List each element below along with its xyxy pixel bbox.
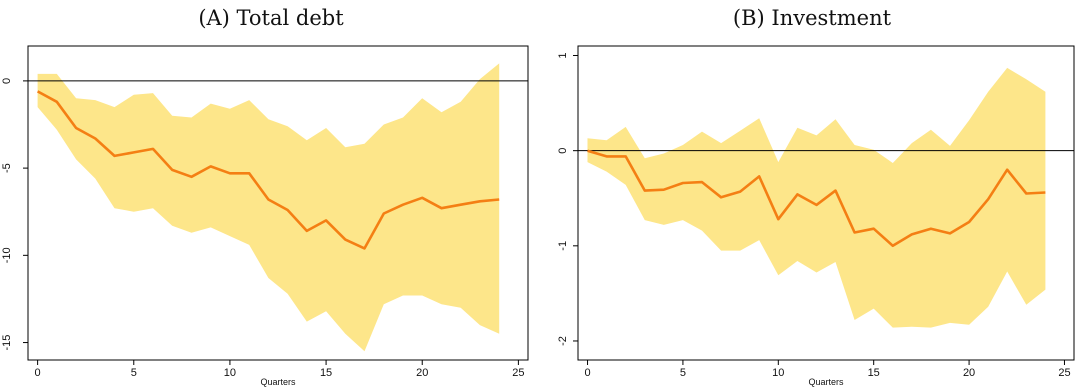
y-tick-label: -2 (557, 336, 569, 346)
x-axis-label: Quarters (808, 377, 844, 387)
x-tick-label: 0 (35, 367, 41, 379)
x-axis-label: Quarters (260, 377, 296, 387)
plot-frame (27, 45, 529, 361)
estimate-line (36, 90, 500, 250)
x-tick-label: 25 (512, 367, 524, 379)
x-tick-label: 25 (1058, 367, 1070, 379)
panel-a: 0 5 10 15 20 25 0 -5 -10 -15 Quarters (1, 45, 529, 387)
x-tick-label: 5 (131, 367, 137, 379)
y-tick-label: -1 (557, 241, 569, 251)
y-tick-label: -15 (1, 335, 13, 351)
y-tick-label: -10 (1, 247, 13, 263)
x-tick-label: 10 (772, 367, 784, 379)
y-tick-label: -5 (1, 163, 13, 173)
x-tick-label: 5 (680, 367, 686, 379)
x-tick-label: 20 (963, 367, 975, 379)
x-tick-label: 15 (868, 367, 880, 379)
y-tick-label: 0 (1, 78, 13, 84)
x-tick-label: 20 (416, 367, 428, 379)
y-tick-label: 0 (557, 148, 569, 154)
estimate-line (587, 149, 1046, 248)
x-tick-label: 0 (584, 367, 590, 379)
confidence-band (37, 63, 500, 352)
plot-frame (577, 45, 1075, 361)
confidence-band (587, 67, 1046, 328)
y-tick-label: 1 (557, 52, 569, 58)
panel-a-title: (A) Total debt (198, 6, 344, 30)
panel-b-title: (B) Investment (732, 6, 892, 30)
x-tick-label: 10 (224, 367, 236, 379)
x-tick-label: 15 (320, 367, 332, 379)
